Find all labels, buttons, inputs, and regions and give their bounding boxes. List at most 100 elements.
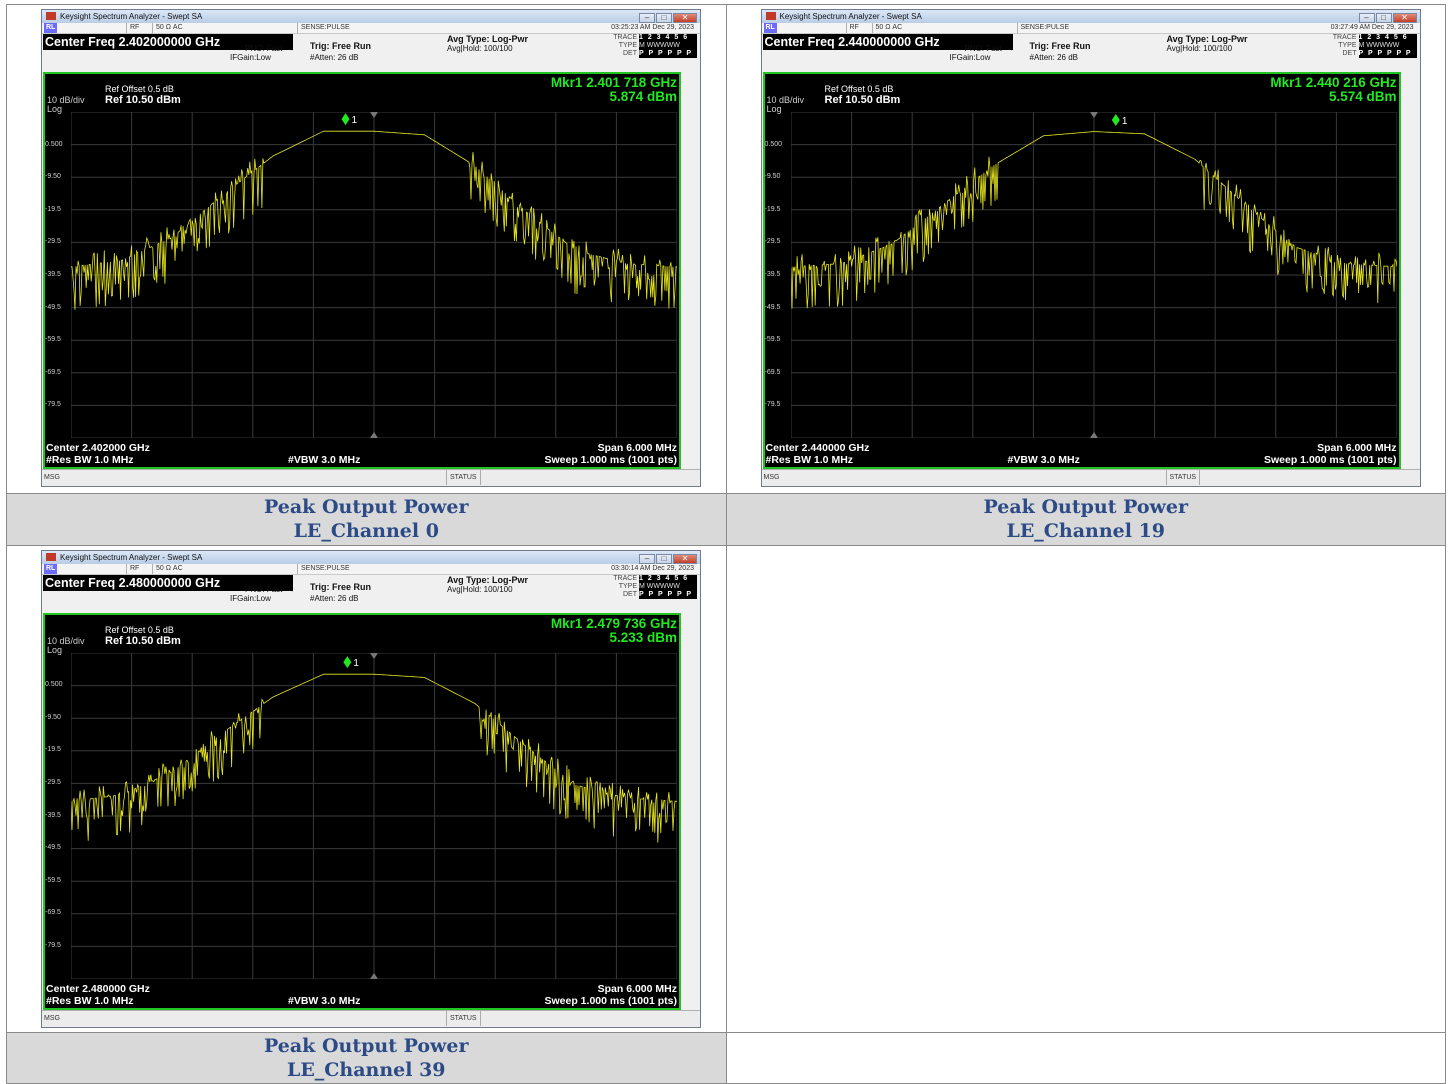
trace-values[interactable]: 1 2 3 4 5 6 — [639, 34, 697, 42]
caption-channel: LE_Channel 19 — [1006, 520, 1166, 543]
marker-number: 1 — [352, 115, 358, 126]
minimize-icon[interactable]: – — [1358, 13, 1375, 23]
mode-indicator: RL — [44, 23, 58, 33]
y-tick-label: -39.5 — [45, 271, 61, 278]
ifgain-setting: IFGain:Low — [949, 53, 991, 62]
det-values[interactable]: P P P P P P — [1358, 50, 1417, 58]
center-top-marker — [370, 652, 378, 659]
minimize-icon[interactable]: – — [639, 553, 655, 564]
instrument-status-row: RL RF 50 Ω AC SENSE:PULSE 03:27:49 AM De… — [761, 23, 1420, 34]
maximize-icon[interactable]: □ — [1375, 13, 1392, 23]
marker-diamond — [1111, 114, 1120, 127]
close-icon[interactable]: ✕ — [673, 553, 697, 564]
marker-readout: Mkr1 2.440 216 GHz 5.574 dBm — [1270, 76, 1396, 104]
scale-type: Log — [47, 104, 63, 114]
center-freq-display[interactable]: Center Freq 2.480000000 GHz — [43, 574, 293, 591]
minimize-icon[interactable]: – — [639, 13, 655, 23]
atten-setting: #Atten: 26 dB — [310, 53, 359, 62]
scale-info: 10 dB/div Log — [767, 96, 805, 114]
trace-values[interactable]: 1 2 3 4 5 6 — [1358, 34, 1417, 42]
marker-frequency: Mkr1 2.479 736 GHz — [550, 615, 677, 631]
caption-title: Peak Output Power — [264, 1034, 469, 1057]
pno-setting: PNO: Fast → — [245, 585, 295, 594]
type-values[interactable]: M WWWWW — [639, 42, 697, 50]
caption-channel: LE_Channel 0 — [293, 520, 439, 543]
close-icon[interactable]: ✕ — [673, 13, 697, 23]
arrow-icon: → — [286, 584, 295, 594]
arrow-icon: → — [1006, 44, 1015, 53]
scale-type: Log — [47, 644, 63, 655]
center-bottom-marker — [370, 432, 378, 438]
y-tick-label: -69.5 — [764, 368, 781, 376]
center-top-marker — [370, 112, 378, 118]
type-values[interactable]: M WWWWW — [1358, 42, 1417, 50]
ref-offset: Ref Offset 0.5 dB — [105, 84, 174, 94]
trigger-setting: Trig: Free Run — [310, 42, 371, 51]
maximize-icon[interactable]: □ — [656, 13, 672, 23]
y-tick-label: -39.5 — [45, 811, 61, 819]
y-tick-label: -9.50 — [45, 713, 61, 721]
span-label: Span 6.000 MHz — [597, 442, 677, 454]
ref-offset: Ref Offset 0.5 dB — [824, 84, 894, 94]
type-label: TYPE — [618, 582, 637, 590]
y-tick-label: -49.5 — [45, 303, 61, 311]
close-icon[interactable]: ✕ — [1392, 13, 1417, 23]
sense-indicator: SENSE:PULSE — [1016, 23, 1069, 33]
det-label: DET — [623, 590, 637, 598]
instrument-status-row: RL RF 50 Ω AC SENSE:PULSE 03:25:23 AM De… — [42, 23, 700, 34]
marker-readout: Mkr1 2.401 718 GHz 5.874 dBm — [551, 76, 677, 104]
scale-type: Log — [766, 104, 782, 114]
status-label: STATUS — [446, 1010, 481, 1026]
y-tick-label: -59.5 — [764, 336, 781, 344]
span-label: Span 6.000 MHz — [1317, 442, 1397, 454]
trace-label: TRACE — [613, 574, 637, 582]
avg-hold: Avg|Hold: 100/100 — [447, 44, 513, 53]
window-titlebar: Keysight Spectrum Analyzer - Swept SA – □… — [42, 550, 700, 564]
y-tick-label: -19.5 — [45, 746, 61, 754]
y-tick-label: -29.5 — [45, 778, 61, 786]
det-values[interactable]: P P P P P P — [639, 50, 697, 58]
atten-setting: #Atten: 26 dB — [1029, 53, 1078, 62]
msg-label: MSG — [44, 1014, 60, 1022]
app-icon — [46, 552, 56, 561]
y-tick-label: -19.5 — [45, 205, 61, 213]
pno-value: PNO: Fast — [245, 44, 283, 53]
rbw-label: #Res BW 1.0 MHz — [46, 454, 134, 466]
pno-value: PNO: Fast — [964, 44, 1002, 53]
type-values[interactable]: M WWWWW — [639, 582, 697, 591]
panel-cell-2: Keysight Spectrum Analyzer - Swept SA – □… — [6, 544, 727, 1033]
spectrum-trace — [71, 130, 677, 310]
y-tick-label: -39.5 — [764, 271, 781, 278]
empty-cell — [725, 544, 1446, 1033]
trigger-value: Trig: Free Run — [310, 581, 372, 592]
caption-title: Peak Output Power — [983, 496, 1189, 519]
center-freq-display[interactable]: Center Freq 2.440000000 GHz — [762, 34, 1013, 50]
msg-label: MSG — [44, 474, 60, 481]
trace-values[interactable]: 1 2 3 4 5 6 — [639, 574, 697, 583]
window-title: Keysight Spectrum Analyzer - Swept SA — [60, 12, 203, 21]
y-tick-label: -29.5 — [45, 238, 61, 246]
mode-indicator: RL — [763, 23, 777, 33]
det-values[interactable]: P P P P P P — [639, 590, 697, 599]
maximize-icon[interactable]: □ — [656, 553, 672, 564]
pno-value: PNO: Fast — [245, 584, 283, 594]
spectrum-analyzer-window: Keysight Spectrum Analyzer - Swept SA – □… — [41, 549, 701, 1028]
center-label: Center 2.480000 GHz — [46, 982, 150, 995]
ifgain-setting: IFGain:Low — [230, 53, 271, 62]
marker-level: 5.574 dBm — [1328, 89, 1397, 104]
mode-indicator: RL — [44, 563, 58, 574]
center-bottom-marker — [370, 972, 378, 979]
center-top-marker — [1089, 112, 1098, 118]
report-table: Keysight Spectrum Analyzer - Swept SA – □… — [6, 3, 1446, 1084]
trigger-setting: Trig: Free Run — [1030, 42, 1091, 51]
scale-per-div: 10 dB/div — [766, 95, 805, 105]
datetime: 03:25:23 AM Dec 29, 2023 — [611, 24, 694, 31]
trace-label: TRACE — [1332, 34, 1357, 41]
msg-label: MSG — [763, 474, 780, 481]
y-tick-label: -79.5 — [45, 941, 61, 949]
trace-label: TRACE — [613, 34, 637, 41]
center-freq-display[interactable]: Center Freq 2.402000000 GHz — [43, 34, 293, 50]
avg-type-value: Avg Type: Log-Pwr — [1166, 34, 1248, 44]
center-label: Center 2.402000 GHz — [46, 442, 150, 454]
panel-cell-1: Keysight Spectrum Analyzer - Swept SA – □… — [725, 3, 1446, 495]
